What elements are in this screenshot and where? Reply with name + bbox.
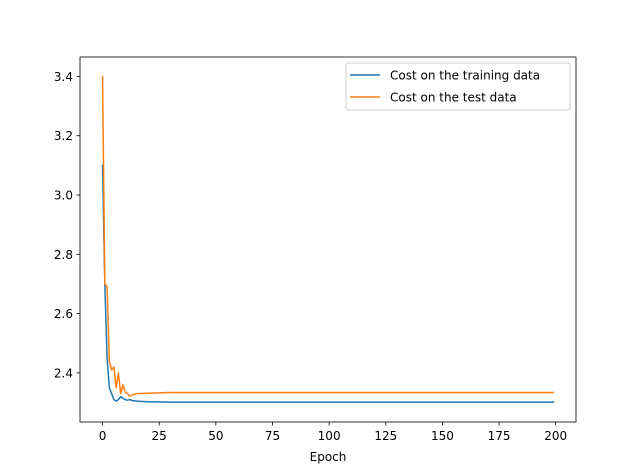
x-tick-label: 125	[374, 429, 397, 443]
y-tick-label: 3.2	[54, 129, 73, 143]
y-tick-label: 2.4	[54, 366, 73, 380]
x-tick-label: 150	[431, 429, 454, 443]
x-tick-label: 175	[488, 429, 511, 443]
axes-frame	[79, 56, 577, 423]
x-axis-label: Epoch	[310, 450, 347, 464]
x-tick-label: 50	[208, 429, 223, 443]
series-line-1	[101, 164, 555, 403]
y-tick-label: 3.0	[54, 189, 73, 203]
y-tick-label: 3.4	[54, 70, 73, 84]
legend: Cost on the training data Cost on the tes…	[345, 62, 571, 111]
legend-label: Cost on the test data	[390, 91, 517, 105]
x-tick-label: 100	[318, 429, 341, 443]
x-tick-label: 75	[265, 429, 280, 443]
x-tick-label: 25	[152, 429, 167, 443]
series-line-2	[101, 75, 555, 397]
x-tick-label: 200	[544, 429, 567, 443]
y-tick-label: 2.6	[54, 307, 73, 321]
legend-label: Cost on the training data	[390, 69, 540, 83]
plot-lines	[101, 75, 555, 403]
x-axis-ticks: 0 25 50 75 100 125 150 175 200	[99, 422, 567, 443]
legend-box	[345, 62, 571, 111]
x-tick-label: 0	[99, 429, 107, 443]
y-tick-label: 2.8	[54, 248, 73, 262]
y-axis-ticks: 2.4 2.6 2.8 3.0 3.2 3.4	[54, 70, 80, 380]
